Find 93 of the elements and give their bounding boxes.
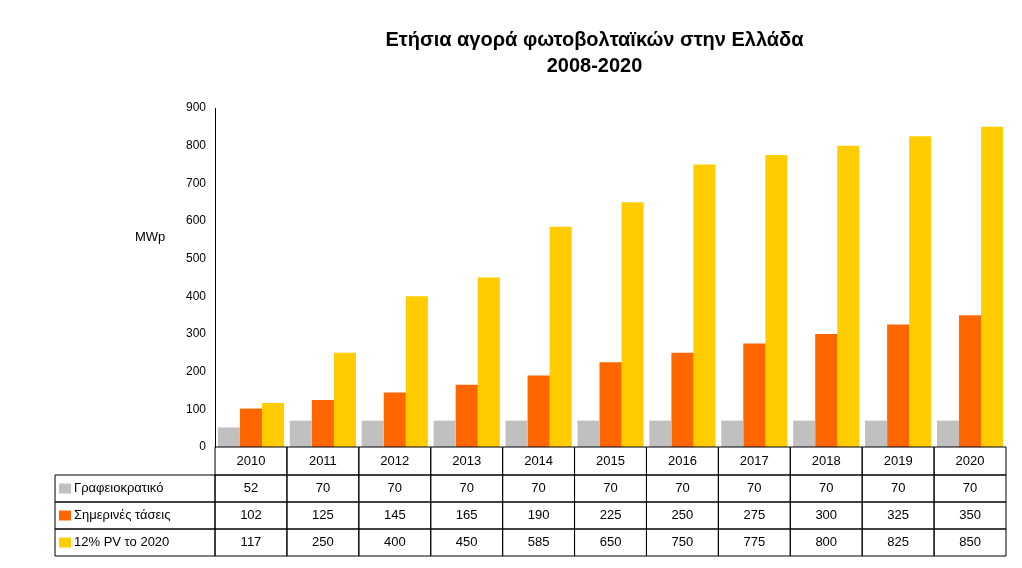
bar [936,420,960,447]
y-tick-label: 400 [185,288,207,303]
chart-subtitle: 2008-2020 [546,53,643,76]
data-label: 102 [240,507,262,523]
bar [383,392,406,447]
bar [217,427,240,447]
y-tick-label: 600 [185,213,207,228]
y-tick-label: 300 [185,326,207,341]
x-tick-label: 2017 [739,452,769,468]
legend-label: 12% PV το 2020 [74,534,170,550]
data-label: 825 [887,534,909,550]
bar [549,226,572,447]
bar [333,352,356,447]
data-label: 70 [531,480,546,496]
legend-label: Σημερινές τάσεις [74,507,171,523]
y-tick-label: 200 [185,363,207,378]
data-label: 70 [962,480,978,496]
bar [981,126,1004,447]
bar [793,420,816,447]
bar [477,277,500,447]
bar [433,420,456,447]
data-label: 850 [959,534,981,550]
bar [239,408,262,447]
bar [909,136,932,447]
data-label: 650 [599,534,622,550]
y-tick-label: 800 [185,137,207,152]
y-tick-label: 700 [185,175,207,190]
data-label: 300 [815,507,838,523]
y-axis-title: MWp [135,229,166,245]
legend-label: Γραφειοκρατικό [74,480,164,496]
bar [405,296,428,447]
x-tick-label: 2011 [308,452,337,468]
data-label: 450 [455,534,478,550]
data-label: 52 [243,480,259,496]
bar [527,375,550,447]
bar [837,145,860,447]
bar [815,334,838,447]
bar [865,420,888,447]
y-tick-label: 900 [185,100,207,115]
data-label: 250 [671,507,694,523]
bar [505,420,528,447]
y-tick-label: 500 [185,250,207,265]
data-label: 800 [815,534,838,550]
bar [765,155,788,447]
x-tick-label: 2014 [524,452,554,468]
bar [959,315,982,447]
data-label: 585 [527,534,550,550]
bar [455,384,478,447]
data-label: 70 [387,480,403,496]
bar [887,324,910,447]
data-label: 190 [527,507,550,523]
x-tick-label: 2012 [380,452,410,468]
bar [262,402,285,447]
x-tick-label: 2018 [811,452,841,468]
data-label: 70 [747,480,762,496]
data-label: 70 [675,480,690,496]
data-label: 350 [959,507,981,523]
data-label: 70 [315,480,331,496]
x-tick-label: 2020 [955,452,985,468]
chart-title: Ετήσια αγορά φωτοβολταϊκών στην Ελλάδα [385,27,805,50]
data-label: 70 [890,480,906,496]
data-label: 145 [383,507,406,523]
data-label: 70 [603,480,618,496]
data-label: 400 [383,534,406,550]
x-tick-label: 2015 [596,452,625,468]
bar [577,420,600,447]
bar [621,202,644,447]
bar [289,420,312,447]
data-label: 165 [455,507,478,523]
bar [743,343,766,447]
y-tick-label: 100 [185,401,207,416]
x-tick-label: 2019 [883,452,913,468]
data-label: 775 [743,534,766,550]
data-label: 250 [312,534,334,550]
bar [693,164,716,447]
data-label: 325 [887,507,909,523]
x-tick-label: 2010 [236,452,266,468]
data-label: 125 [312,507,334,523]
data-label: 70 [459,480,474,496]
x-tick-label: 2013 [452,452,482,468]
data-label: 275 [743,507,766,523]
y-tick-label: 0 [199,439,207,454]
x-tick-label: 2016 [667,452,697,468]
bar [361,420,384,447]
data-label: 117 [240,534,262,550]
bar [649,420,672,447]
bar [671,352,694,447]
data-label: 750 [671,534,694,550]
data-label: 225 [599,507,622,523]
data-label: 70 [819,480,834,496]
bar [599,362,622,447]
bar [311,399,334,447]
bar [721,420,744,447]
